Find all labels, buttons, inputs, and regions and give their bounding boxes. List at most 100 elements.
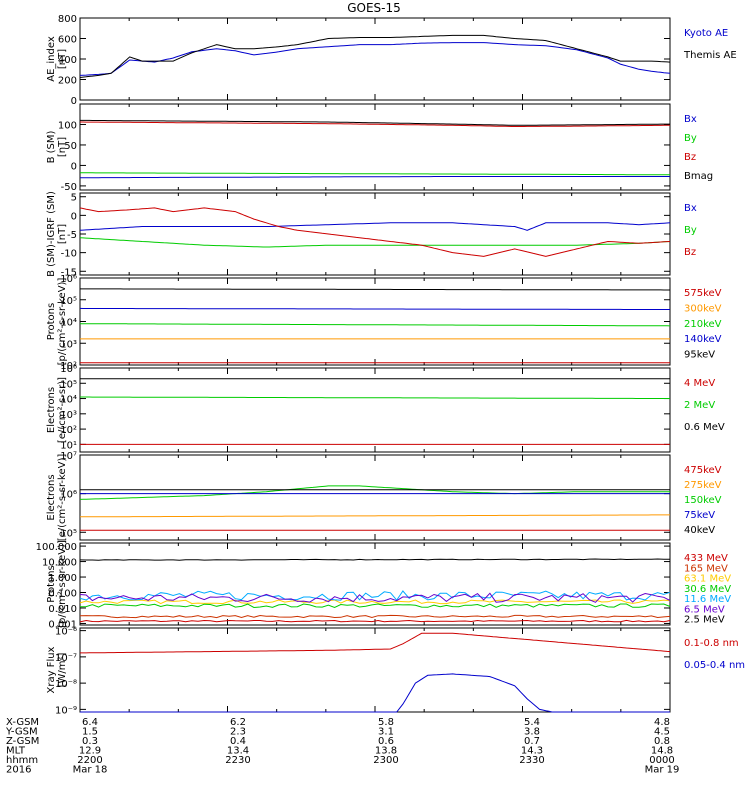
y-axis-label: [nT] <box>57 224 68 244</box>
legend-entry: Bz <box>684 152 696 163</box>
ephemeris-value: 5.4 <box>524 717 540 728</box>
y-tick-label: 0 <box>71 96 77 107</box>
ephemeris-row-label: MLT <box>6 746 26 757</box>
series-line-bmag <box>80 119 670 126</box>
series-line-by <box>80 172 670 176</box>
series-line-275kev <box>80 514 670 518</box>
y-axis-label: [p/(cm²-s-sr-keV)] <box>57 540 68 628</box>
legend-entry: Bmag <box>684 171 713 182</box>
ephemeris-value: 2300 <box>373 755 398 766</box>
panel-frame <box>79 367 671 453</box>
y-tick-label: 10⁷ <box>60 451 77 462</box>
panel-frame <box>79 277 671 366</box>
y-tick-label: 10⁵ <box>60 379 77 390</box>
series-line-kyoto-ae <box>79 42 671 76</box>
legend-entry: 40keV <box>684 525 715 536</box>
panel-electrons2: 10⁵ 10⁶ 10⁷ Electrons [e/(cm²-s-sr-keV)] 475k… <box>46 451 722 541</box>
legend-entry: Themis AE <box>683 50 737 61</box>
legend-entry: 275keV <box>684 480 722 491</box>
panel-frame <box>79 542 671 626</box>
series-line-150kev <box>79 485 670 500</box>
ephemeris-value: 14.3 <box>521 746 543 757</box>
series-line-0-1-0-8-nm <box>80 632 671 654</box>
y-axis-label: [e/(cm²-s-sr-keV)] <box>57 454 68 542</box>
ephemeris-value: 14.8 <box>651 746 673 757</box>
y-tick-label: 0 <box>71 211 77 222</box>
y-tick-label: 600 <box>58 35 77 46</box>
y-axis-label: B (SM)-IGRF (SM) <box>46 191 57 277</box>
ephemeris-value: 13.8 <box>375 746 397 757</box>
y-tick-label: 10⁶ <box>60 364 77 375</box>
ephemeris-row-label: hhmm <box>6 755 38 766</box>
y-tick-label: 100 <box>58 120 77 131</box>
y-tick-label: 10³ <box>60 339 77 350</box>
panel-frame <box>79 192 671 276</box>
ephemeris-value: 0.3 <box>82 736 98 747</box>
y-tick-label: 1.000 <box>48 573 77 584</box>
panel-electrons1: 10¹ 10² 10³ 10⁴ 10⁵ 10⁶ Electrons [e/(cm²-s-sr)… <box>46 364 725 453</box>
series-line-2-5-mev <box>79 558 671 561</box>
series-line-210kev <box>80 323 671 327</box>
ephemeris-value: 1.5 <box>82 727 98 738</box>
y-tick-label: 100.000 <box>36 542 77 553</box>
y-tick-label: 10¹ <box>60 440 77 451</box>
legend-entry: Bx <box>684 203 697 214</box>
y-tick-label: 10² <box>60 425 77 436</box>
legend-entry: Kyoto AE <box>684 28 728 39</box>
ephemeris-value: 2330 <box>519 755 544 766</box>
legend-entry: 75keV <box>684 510 715 521</box>
series-line-bz <box>79 207 671 257</box>
ephemeris-value: 12.9 <box>79 746 101 757</box>
ephemeris-table: X-GSMY-GSMZ-GSMMLThhmm20166.41.50.312.92… <box>5 717 679 776</box>
ephemeris-value: 2200 <box>77 755 102 766</box>
legend-entry: 4 MeV <box>684 378 715 389</box>
series-line-6-5-mev <box>79 592 671 603</box>
legend-entry: 2 MeV <box>684 400 715 411</box>
y-tick-label: 0 <box>71 161 77 172</box>
ephemeris-value: 0000 <box>649 755 674 766</box>
panel-frame <box>79 454 671 541</box>
y-axis-label: Protons <box>46 303 57 340</box>
ephemeris-value: 0.6 <box>378 736 394 747</box>
panel-frame <box>79 627 671 713</box>
y-axis-label: AE_index <box>46 36 57 82</box>
y-tick-label: 10⁻⁶ <box>55 627 77 638</box>
y-axis-label: [p/(cm²-s-sr-keV)] <box>57 278 68 366</box>
ephemeris-value: 6.4 <box>82 717 98 728</box>
y-tick-label: -50 <box>61 182 77 193</box>
series-line-0-05-0-4-nm <box>80 673 670 713</box>
ephemeris-value: 4.5 <box>654 727 670 738</box>
y-axis-label: [W/m²] <box>57 652 68 687</box>
ephemeris-value: 6.2 <box>230 717 246 728</box>
ephemeris-value: 2.3 <box>230 727 246 738</box>
y-tick-label: 400 <box>58 55 77 66</box>
series-line-165-mev <box>79 614 671 619</box>
ephemeris-value: 0.8 <box>654 736 670 747</box>
ephemeris-row-label: Z-GSM <box>6 736 39 747</box>
y-tick-label: 10² <box>60 361 77 372</box>
legend-entry: Bx <box>684 114 697 125</box>
y-tick-label: -10 <box>61 249 77 260</box>
y-tick-label: 10⁴ <box>60 395 77 406</box>
legend-entry: 433 MeV <box>684 553 728 564</box>
y-axis-label: Xray Flux <box>46 646 57 693</box>
series-line-by <box>79 237 671 248</box>
series-line-433-mev <box>79 619 671 623</box>
y-tick-label: 50 <box>64 141 77 152</box>
legend-entry: 300keV <box>684 303 722 314</box>
series-line-95kev <box>80 288 670 291</box>
series-line-themis-ae <box>79 34 671 78</box>
series-line-30-6-mev <box>79 603 671 609</box>
y-tick-label: 0.100 <box>48 589 77 600</box>
legend-entry: 0.6 MeV <box>684 422 725 433</box>
y-axis-label: [nT] <box>57 49 68 69</box>
y-tick-label: 10⁴ <box>60 318 77 329</box>
y-tick-label: 200 <box>58 76 77 87</box>
y-axis-label: [e/(cm²-s-sr)] <box>57 377 68 443</box>
series-line-bz <box>80 121 670 127</box>
y-axis-label: Electrons <box>46 387 57 433</box>
y-axis-label: [nT] <box>57 137 68 157</box>
series-line-140kev <box>79 307 670 310</box>
legend-entry: 95keV <box>684 350 715 361</box>
